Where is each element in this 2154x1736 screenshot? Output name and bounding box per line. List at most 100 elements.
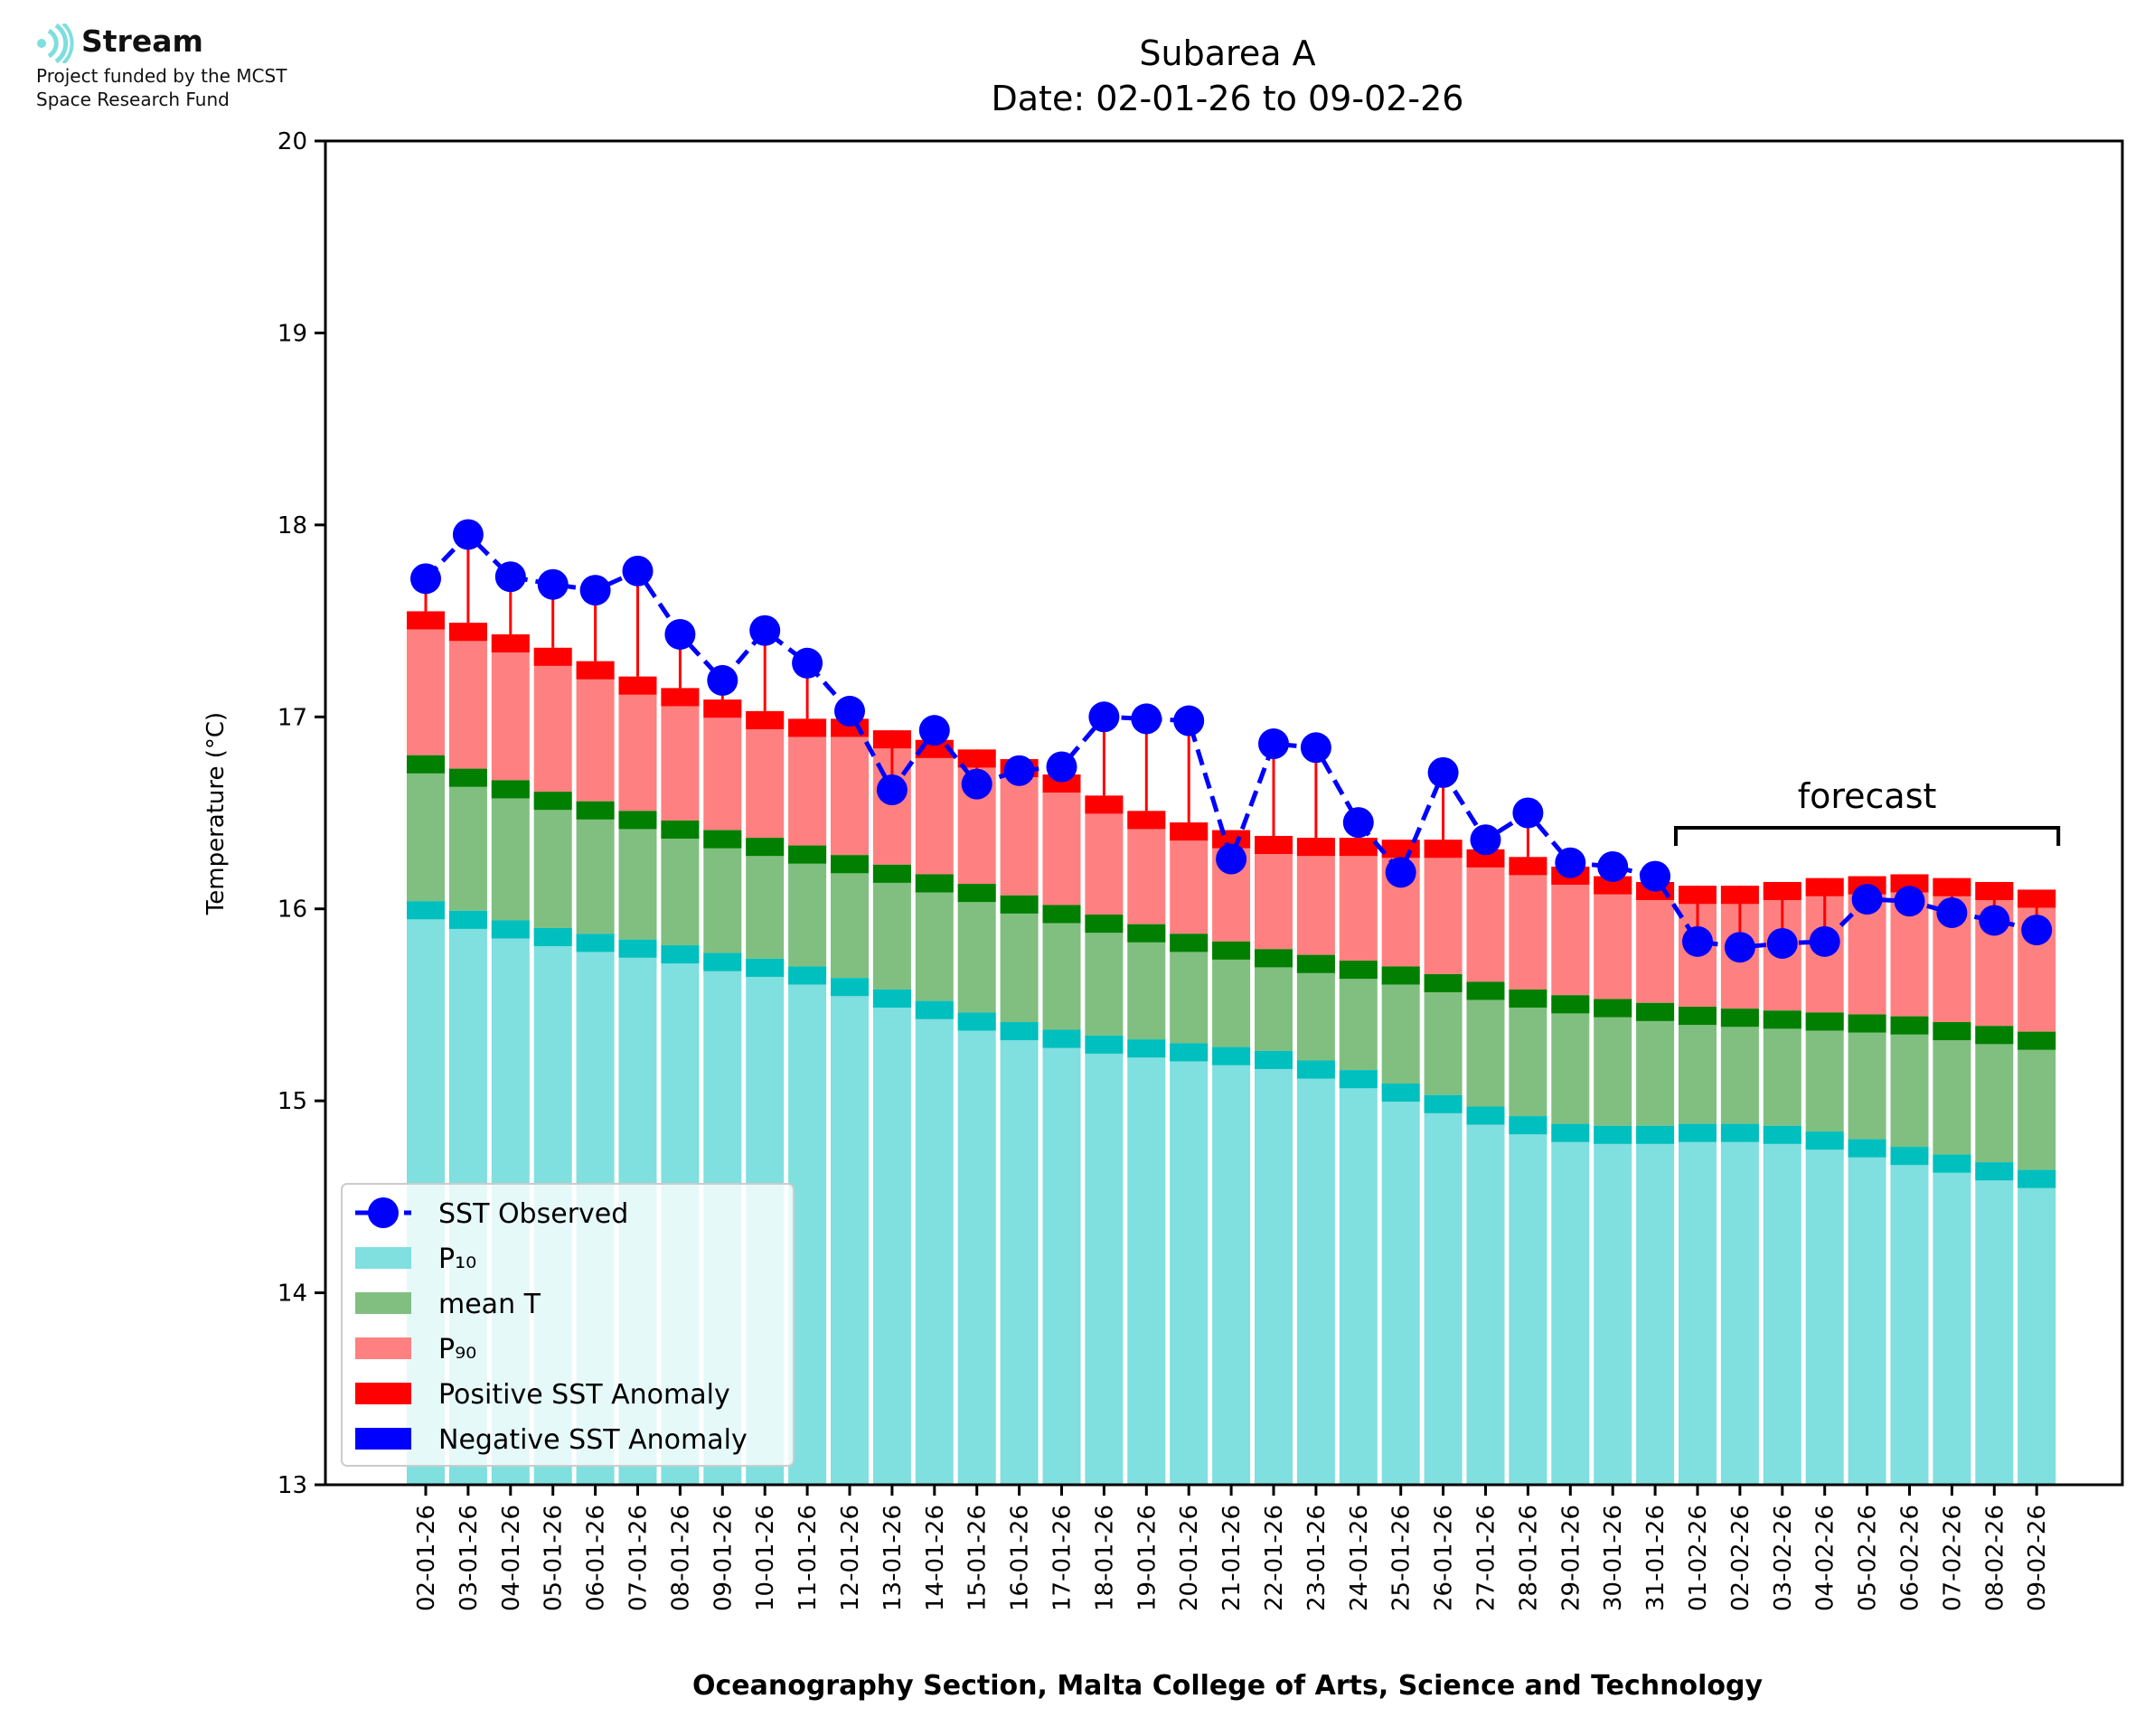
p10-bar-edge: [1551, 1123, 1590, 1142]
x-tick-label: 15-01-26: [964, 1505, 992, 1611]
x-tick-label: 31-01-26: [1642, 1505, 1670, 1611]
mean-t-bar: [915, 874, 954, 1001]
p10-bar-edge: [1975, 1162, 2014, 1181]
mean-t-bar: [1763, 1010, 1801, 1126]
p10-bar-edge: [1636, 1125, 1675, 1144]
p10-bar-edge: [407, 901, 445, 920]
y-tick-label: 16: [277, 896, 307, 924]
sst-observed-point: [1385, 857, 1416, 888]
mean-t-bar-edge: [1805, 1012, 1844, 1031]
p90-bar-edge: [491, 633, 530, 652]
mean-t-bar-edge: [1679, 1007, 1717, 1026]
y-tick-label: 17: [277, 704, 307, 731]
p10-bar: [1890, 1147, 1929, 1485]
p10-bar: [872, 989, 911, 1485]
p10-bar: [1042, 1029, 1081, 1485]
mean-t-bar-edge: [1339, 961, 1378, 980]
mean-t-bar: [1424, 973, 1463, 1095]
sst-observed-point: [1682, 925, 1713, 957]
p10-bar: [1466, 1106, 1505, 1485]
p10-bar: [1000, 1022, 1039, 1485]
x-tick-label: 18-01-26: [1091, 1505, 1118, 1611]
p10-bar-edge: [491, 920, 530, 939]
legend-label: Negative SST Anomaly: [438, 1424, 748, 1456]
x-tick-label: 04-02-26: [1812, 1505, 1839, 1611]
p90-bar-edge: [1296, 838, 1335, 857]
sst-observed-point: [1809, 925, 1840, 957]
p90-bar-edge: [1509, 857, 1547, 876]
chart-title: Subarea A: [1139, 33, 1315, 73]
p10-bar-edge: [618, 939, 657, 958]
p10-bar: [1763, 1125, 1801, 1485]
sst-observed-point: [1894, 886, 1925, 917]
p90-bar-edge: [1339, 838, 1378, 857]
mean-t-bar-edge: [533, 792, 572, 811]
x-tick-label: 19-01-26: [1133, 1505, 1161, 1611]
x-tick-label: 22-01-26: [1261, 1505, 1288, 1611]
sst-observed-point: [1046, 751, 1077, 783]
p90-bar-edge: [1594, 876, 1632, 895]
mean-t-bar: [407, 755, 445, 902]
p10-bar-edge: [1679, 1123, 1717, 1142]
p90-bar-edge: [788, 718, 827, 737]
y-tick-label: 20: [277, 128, 307, 155]
p10-bar: [1127, 1039, 1166, 1485]
mean-t-bar-edge: [407, 755, 445, 774]
mean-t-bar-edge: [1000, 895, 1039, 914]
p10-bar: [1933, 1154, 1971, 1485]
p10-bar-edge: [831, 978, 869, 997]
p10-bar-edge: [1933, 1154, 1971, 1173]
p10-bar-edge: [1720, 1123, 1759, 1142]
mean-t-bar-edge: [1466, 981, 1505, 1000]
p10-bar-edge: [1424, 1094, 1463, 1113]
p10-bar: [1636, 1125, 1675, 1485]
sst-observed-point: [1555, 847, 1586, 878]
y-tick-label: 19: [277, 320, 307, 347]
sst-observed-point: [1088, 701, 1120, 733]
sst-observed-point: [579, 575, 611, 606]
p10-bar: [1296, 1060, 1335, 1485]
mean-t-bar: [1720, 1009, 1759, 1124]
mean-t-bar-edge: [448, 768, 487, 787]
mean-t-bar: [1127, 924, 1166, 1040]
sst-observed-point: [410, 563, 441, 595]
x-tick-label: 23-01-26: [1303, 1505, 1331, 1611]
p90-bar: [407, 611, 445, 755]
p90-bar: [1255, 835, 1293, 950]
mean-t-bar-edge: [957, 884, 996, 903]
p10-bar-edge: [2018, 1169, 2056, 1188]
legend-swatch: [355, 1337, 411, 1359]
observed-layer: [410, 519, 2053, 963]
mean-t-bar: [1381, 966, 1420, 1084]
sst-observed-point: [1342, 807, 1374, 839]
logo-name: Stream: [81, 23, 203, 59]
mean-t-bar: [448, 768, 487, 911]
x-tick-label: 14-01-26: [922, 1505, 949, 1611]
p10-bar-edge: [533, 927, 572, 946]
p90-bar: [1594, 876, 1632, 999]
p10-bar-edge: [1339, 1070, 1378, 1089]
p90-bar: [1636, 881, 1675, 1003]
x-tick-label: 27-01-26: [1473, 1505, 1500, 1611]
y-tick-label: 18: [277, 512, 307, 540]
sst-observed-point: [1131, 703, 1162, 735]
p10-bar-edge: [448, 910, 487, 929]
sst-observed-point: [792, 647, 823, 679]
x-tick-label: 02-01-26: [413, 1505, 440, 1611]
sst-observed-point: [1724, 932, 1755, 963]
p90-bar: [1424, 840, 1463, 974]
sst-observed-point: [622, 555, 654, 586]
p90-bar-edge: [533, 647, 572, 666]
p90-bar: [661, 688, 700, 821]
mean-t-bar: [872, 864, 911, 990]
sst-observed-point: [1979, 905, 2010, 936]
y-tick-label: 14: [277, 1281, 307, 1308]
legend-swatch: [355, 1292, 411, 1314]
mean-t-bar: [703, 830, 742, 953]
mean-t-bar: [1805, 1012, 1844, 1132]
mean-t-bar: [618, 811, 657, 940]
mean-t-bar-edge: [1594, 999, 1632, 1018]
x-tick-label: 01-02-26: [1685, 1505, 1712, 1611]
mean-t-bar-edge: [1042, 905, 1081, 924]
mean-t-bar: [1679, 1007, 1717, 1124]
